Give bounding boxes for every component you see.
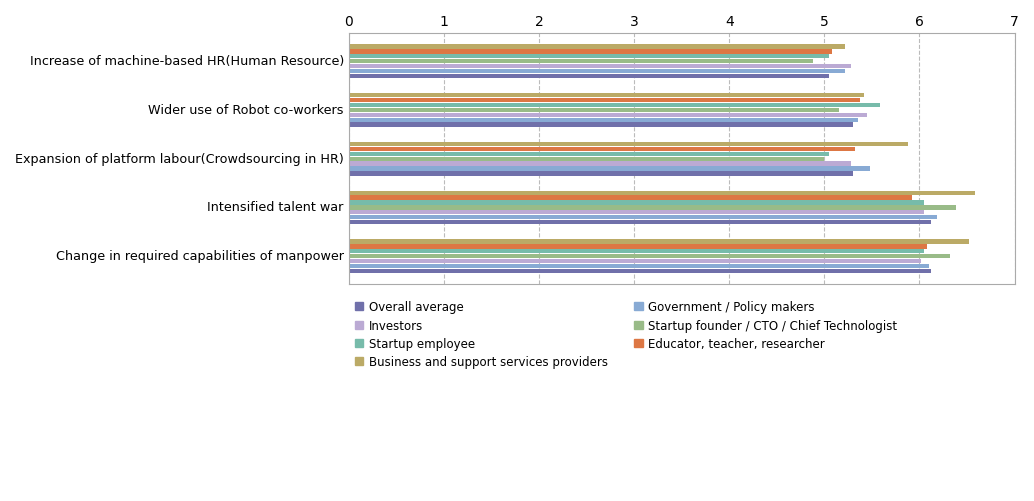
Bar [348,99,860,103]
Bar [348,152,829,157]
Bar [348,269,931,274]
Bar [348,50,832,55]
Bar [348,206,955,210]
Bar [348,70,845,74]
Bar [348,94,864,98]
Bar [348,255,950,259]
Bar [348,109,839,113]
Legend: Government / Policy makers, Startup founder / CTO / Chief Technologist, Educator: Government / Policy makers, Startup foun… [634,301,898,350]
Bar [348,201,924,205]
Bar [348,265,929,269]
Bar [348,104,880,108]
Bar [348,215,937,220]
Bar [348,60,813,64]
Bar [348,196,912,200]
Bar [348,245,927,249]
Bar [348,249,924,254]
Bar [348,55,829,59]
Bar [348,123,853,128]
Bar [348,157,824,161]
Bar [348,45,845,50]
Bar [348,118,857,123]
Bar [348,260,921,264]
Bar [348,162,851,166]
Bar [348,167,870,171]
Bar [348,172,853,176]
Bar [348,211,924,215]
Bar [348,240,969,244]
Bar [348,142,908,147]
Bar [348,65,851,69]
Bar [348,147,855,152]
Bar [348,75,829,79]
Bar [348,220,931,225]
Bar [348,113,868,118]
Bar [348,191,975,195]
